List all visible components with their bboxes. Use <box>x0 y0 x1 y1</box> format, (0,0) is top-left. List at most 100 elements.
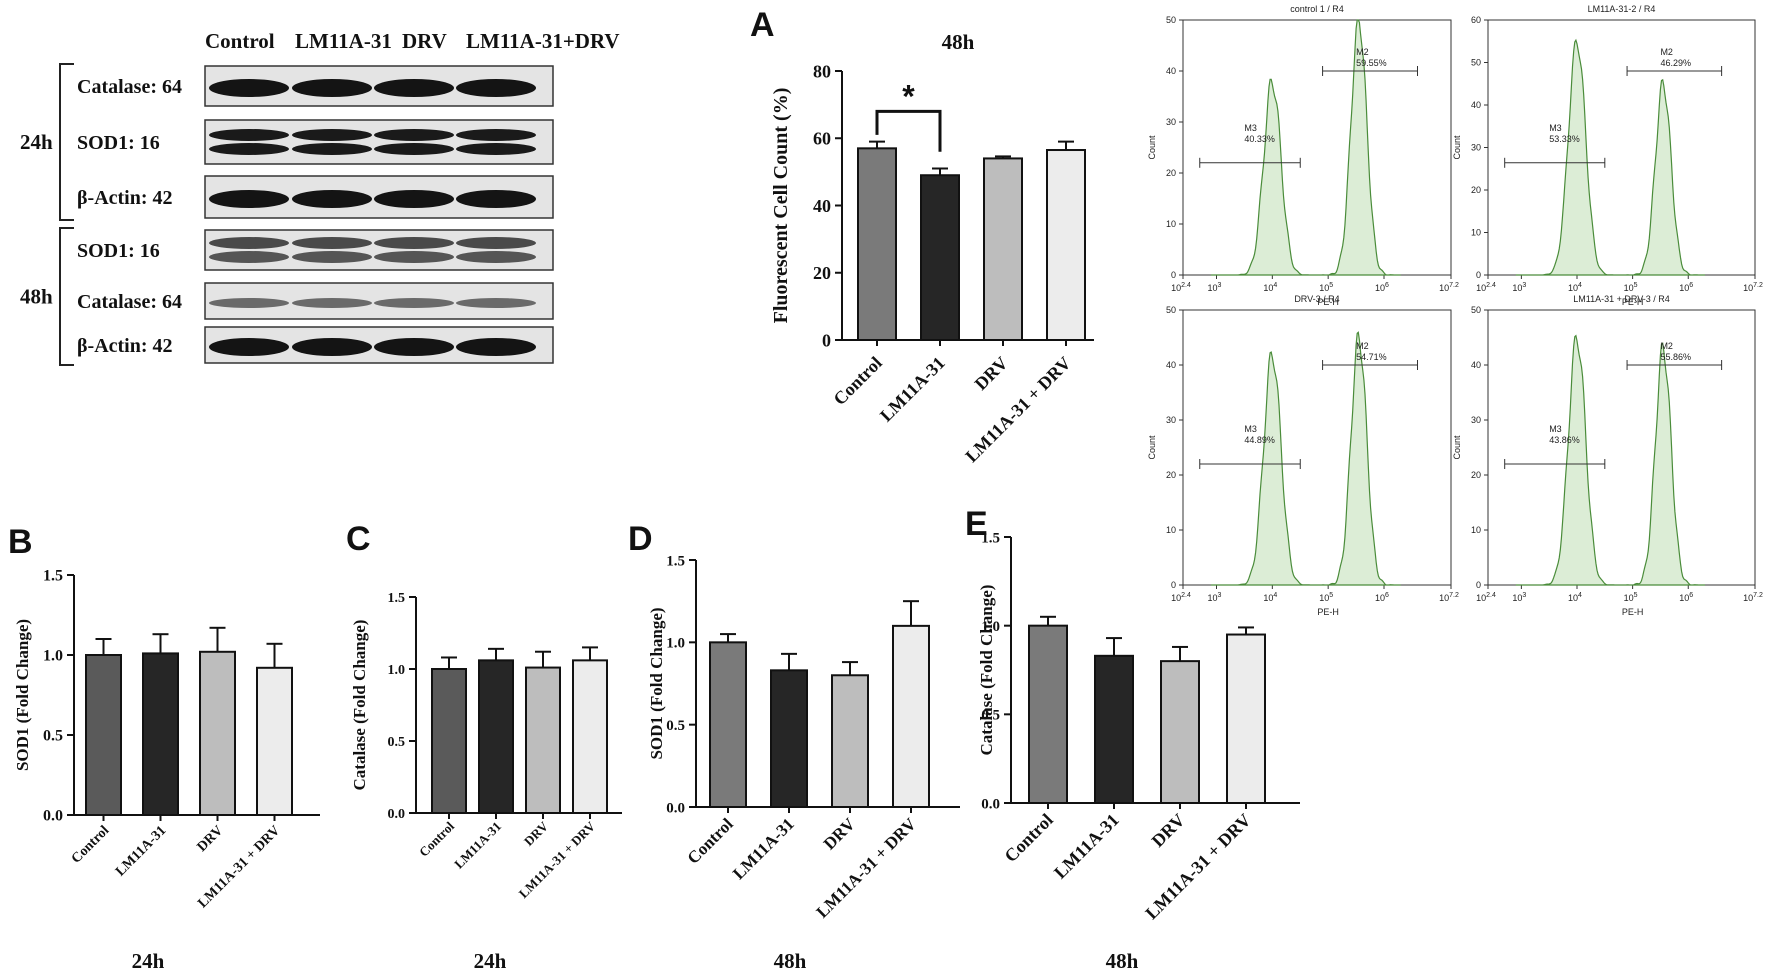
x-tick-label: 104 <box>1568 282 1582 293</box>
bracket <box>59 63 74 221</box>
band <box>209 143 289 155</box>
x-tick-label: 103 <box>1208 282 1222 293</box>
y-axis-label: Count <box>1452 435 1462 460</box>
band <box>292 338 372 356</box>
x-axis-label: PE-H <box>1622 607 1644 617</box>
lane-label: DRV <box>402 29 447 53</box>
band <box>456 251 536 263</box>
flow-histogram: control 1 / R4 0 10 20 30 40 50 Count 102.4 103 10… <box>1147 4 1459 307</box>
bar <box>431 668 467 814</box>
y-tick-label: 50 <box>1166 305 1176 315</box>
panel-letter: E <box>965 505 988 543</box>
y-axis-label: Count <box>1147 135 1157 160</box>
y-tick-label: 20 <box>1166 470 1176 480</box>
chart-panel-c: C 24h 0.0 0.5 1.0 1.5 Catalase (Fold Change) Co… <box>346 520 622 973</box>
bracket <box>59 227 74 366</box>
x-tick-label: 106 <box>1375 282 1389 293</box>
y-tick-label: 20 <box>1471 470 1481 480</box>
y-tick-label: 0 <box>1476 270 1481 280</box>
y-tick-label: 80 <box>813 61 831 81</box>
blot-box <box>204 229 554 271</box>
gate-m2-value: 46.29% <box>1660 58 1691 68</box>
y-axis-label: SOD1 (Fold Change) <box>647 607 666 759</box>
bar <box>142 652 179 817</box>
band <box>374 338 454 356</box>
y-tick-label: 50 <box>1166 15 1176 25</box>
y-tick-label: 10 <box>1166 219 1176 229</box>
x-tick-label: 105 <box>1319 282 1333 293</box>
significance-star: * <box>902 78 915 114</box>
y-tick-label: 10 <box>1471 525 1481 535</box>
blot-label: β-Actin: 42 <box>77 335 173 357</box>
gate-m2-value: 59.55% <box>1356 58 1387 68</box>
y-tick-label: 0.0 <box>666 800 685 816</box>
bar <box>709 641 747 808</box>
y-tick-label: 40 <box>1166 360 1176 370</box>
gate-m3-value: 53.33% <box>1549 134 1580 144</box>
band <box>374 298 454 308</box>
flow-histogram: DRV-3 / R4 0 10 20 30 40 50 Count 102.4 103 104 105… <box>1147 294 1459 617</box>
y-tick-label: 40 <box>1471 360 1481 370</box>
y-tick-label: 30 <box>1166 415 1176 425</box>
bar <box>892 624 930 808</box>
y-tick-label: 0 <box>1476 580 1481 590</box>
histogram-title: control 1 / R4 <box>1290 4 1344 14</box>
gate-m2-label: M2 <box>1660 47 1673 57</box>
band <box>456 190 536 208</box>
histogram-curve <box>1515 38 1705 276</box>
category-label: DRV <box>971 353 1012 394</box>
bar <box>857 147 897 341</box>
x-tick-label: 102.4 <box>1171 592 1191 603</box>
gate-m2-label: M2 <box>1356 341 1369 351</box>
category-label: LM11A-31 <box>729 814 798 883</box>
x-tick-label: 105 <box>1319 592 1333 603</box>
y-tick-label: 0.0 <box>43 808 63 825</box>
category-label: Control <box>416 818 457 859</box>
category-label: DRV <box>521 818 552 849</box>
bar <box>572 659 608 814</box>
category-label: Control <box>69 823 113 867</box>
x-tick-label: 103 <box>1512 592 1526 603</box>
bar <box>770 669 808 808</box>
x-tick-label: 106 <box>1679 282 1693 293</box>
band <box>292 143 372 155</box>
panel-letter: C <box>346 520 371 558</box>
gate-m2-value: 54.71% <box>1356 352 1387 362</box>
bar <box>85 654 122 816</box>
y-tick-label: 30 <box>1471 415 1481 425</box>
y-axis-label: Catalase (Fold Change) <box>977 585 996 756</box>
band <box>209 79 289 97</box>
y-tick-label: 1.5 <box>388 591 406 606</box>
x-tick-label: 103 <box>1512 282 1526 293</box>
histogram-title: LM11A-31-2 / R4 <box>1588 4 1656 14</box>
gate-m3-label: M3 <box>1244 424 1257 434</box>
bar <box>920 174 960 341</box>
x-axis-label: PE-H <box>1317 607 1339 617</box>
y-tick-label: 0.5 <box>981 708 1000 724</box>
band <box>292 251 372 263</box>
x-tick-label: 106 <box>1375 592 1389 603</box>
x-tick-label: 104 <box>1263 592 1277 603</box>
y-tick-label: 0.5 <box>388 735 406 750</box>
band <box>209 237 289 249</box>
band <box>292 298 372 308</box>
blot-group: 24h Catalase: 64 SOD1: 16 β-Actin: 42 <box>20 63 554 221</box>
chart-panel-a: A 48h 0 20 40 60 80 Fluorescent Cell Count (%) C… <box>750 6 1094 466</box>
band <box>456 143 536 155</box>
y-tick-label: 40 <box>1166 66 1176 76</box>
y-axis-label: SOD1 (Fold Change) <box>13 619 32 771</box>
y-tick-label: 0 <box>1171 270 1176 280</box>
chart-panel-d: D 48h 0.0 0.5 1.0 1.5 SOD1 (Fold Change) Contro… <box>628 520 960 973</box>
y-tick-label: 10 <box>1471 228 1481 238</box>
significance-bracket <box>875 109 942 152</box>
plot-frame <box>1182 309 1452 586</box>
blot-box <box>204 119 554 165</box>
band <box>292 79 372 97</box>
bar <box>199 650 236 816</box>
x-tick-label: 102.4 <box>1171 282 1191 293</box>
category-label: LM11A-31 <box>113 823 169 879</box>
category-label: LM11A-31 + DRV <box>961 353 1075 467</box>
x-tick-label: 105 <box>1624 282 1638 293</box>
gate-m2-label: M2 <box>1660 341 1673 351</box>
